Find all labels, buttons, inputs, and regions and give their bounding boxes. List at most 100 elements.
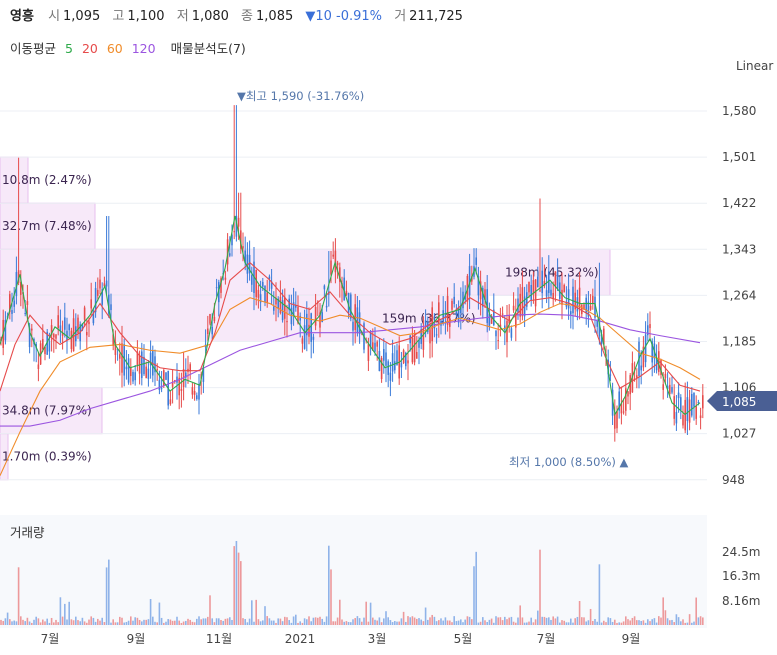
volume-bar [642,620,645,625]
volume-bar [530,617,532,625]
candle-body [427,322,429,333]
volume-bar [341,619,343,625]
candle-body [482,287,484,307]
ma5-line [0,215,701,417]
volume-bar [9,619,11,625]
volume-bar [499,617,502,625]
candle-body [224,277,227,280]
volume-bar [559,622,561,625]
volume-bar [198,616,200,625]
candle-body [510,328,513,338]
candle-body [292,302,295,316]
volume-bar [378,617,381,625]
price-tick-label: 1,264 [722,288,756,302]
volume-bar [136,617,139,625]
candle-body [297,306,299,324]
volume-bar [125,621,128,625]
candle-body [64,317,66,330]
volume-bar [385,611,387,625]
volume-bar [402,611,405,625]
candle-body [169,399,172,405]
volume-bar [409,617,411,625]
candle-body [270,281,273,289]
volume-bar [651,619,653,625]
grid-layer [0,110,707,481]
candle-body [61,332,64,336]
candle-body [497,340,499,342]
volume-bar [202,618,205,625]
ma5-label[interactable]: 5 [65,41,73,56]
ma120-label[interactable]: 120 [131,41,156,56]
candle-body [532,280,535,294]
candle-body [119,354,121,359]
volume-bar [539,549,541,625]
volume-bar [411,616,414,625]
candle-body [607,359,609,375]
volume-bar [603,620,605,625]
volume-bar [567,622,570,625]
volume-bar [365,601,367,625]
candle-body [24,312,26,314]
volume-bar [350,622,352,625]
candle-body [702,395,704,409]
ma60-label[interactable]: 60 [106,41,123,56]
volume-bar [508,617,510,625]
candle-body [372,342,374,351]
volume-bar [684,622,686,625]
volume-bar [303,618,306,625]
volume-bar [288,620,290,625]
volume-bar [493,622,495,625]
volume-bar [383,618,385,625]
candle-body [519,293,521,317]
volume-bar [237,552,240,625]
candle-body [453,296,455,305]
candle-body [352,321,354,331]
candle-body [88,321,90,325]
volume-bar [358,618,361,625]
scale-toggle[interactable]: Linear [736,59,774,73]
volume-bar [446,620,449,625]
volume-bar [583,617,585,625]
volume-bar [616,622,618,625]
volume-bar [429,617,431,625]
volume-bar [110,622,112,625]
volume-bar [622,621,625,625]
candle-body [213,316,216,321]
volume-tick-label: 8.16m [722,594,760,608]
candle-body [28,328,31,348]
volume-bar [376,620,378,625]
volume-bar [475,551,477,625]
candle-body [130,367,132,377]
candle-body [446,295,449,325]
candle-body [13,300,15,307]
volume-bar [605,622,607,625]
candle-body [301,338,304,344]
volume-bar [310,621,312,625]
indicator-legend[interactable]: 이동평균 5 20 60 120 매물분석도(7) [10,38,251,57]
candle-body [211,327,213,335]
candle-body [101,289,103,305]
volume-bar [488,619,491,625]
volume-bar [638,620,640,625]
candle-body [31,328,33,331]
candle-body [592,295,594,304]
ma20-label[interactable]: 20 [81,41,98,56]
volume-bar [72,620,75,625]
candle-body [284,297,286,319]
volume-bar [11,621,13,625]
volume-bar [215,618,218,625]
candle-body [165,372,167,380]
volume-profile-label[interactable]: 매물분석도(7) [170,41,246,56]
candle-body [673,396,675,419]
candle-body [695,406,697,419]
candle-body [380,357,383,380]
candle-body [257,289,260,298]
volume-bar [695,597,697,625]
candle-body [499,324,502,328]
volume-bar [101,617,103,625]
volume-bar [174,620,176,625]
volume-bar [86,622,88,625]
candle-body [48,341,51,352]
volume-bar [512,621,515,625]
